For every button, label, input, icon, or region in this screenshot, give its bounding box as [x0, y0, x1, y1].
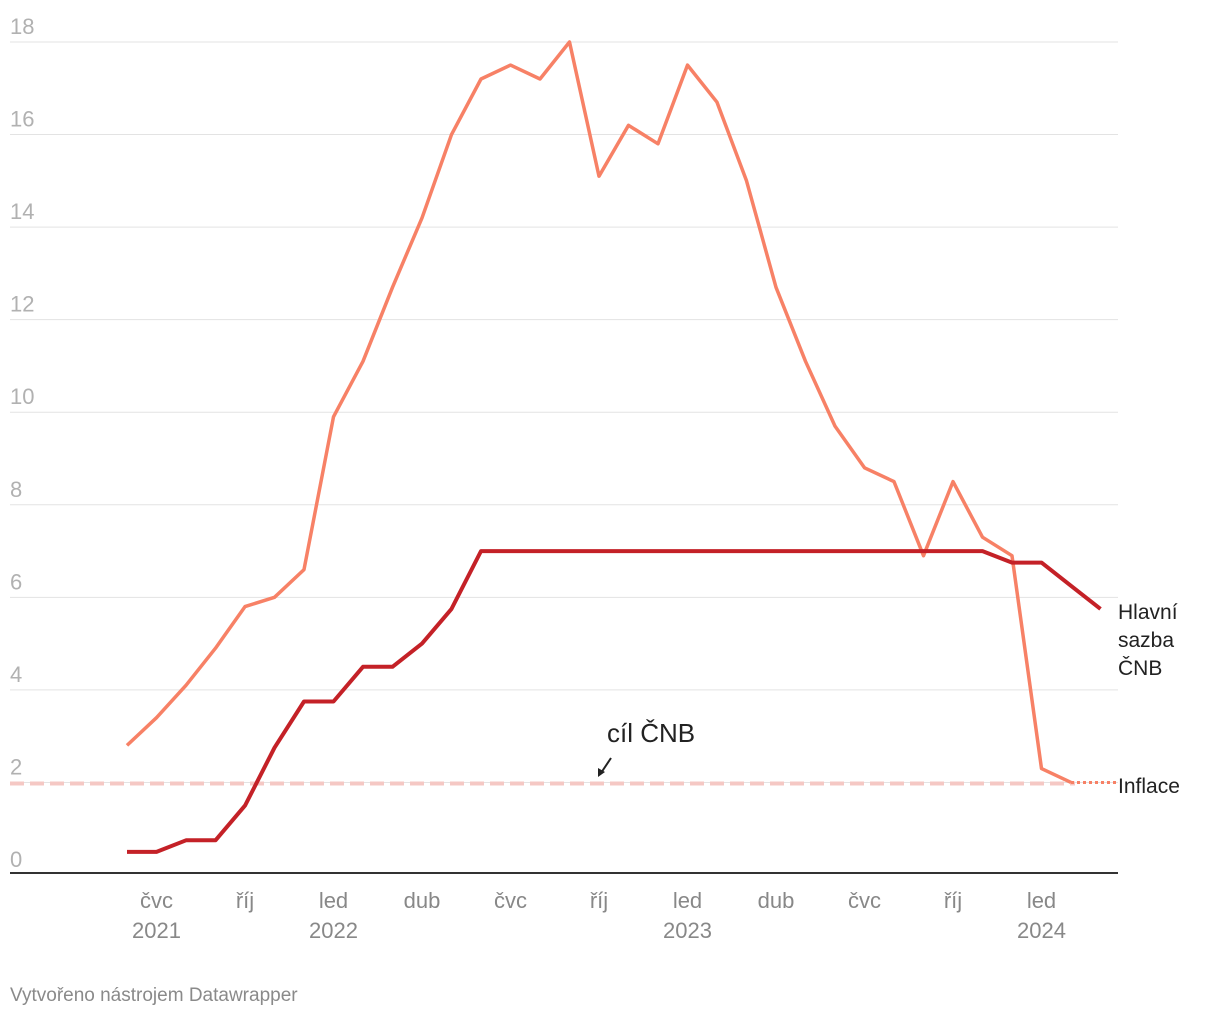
- y-tick-label-6: 6: [10, 569, 22, 594]
- y-tick-label-0: 0: [10, 847, 22, 872]
- line-chart: 0 2 4 6 8 10 12 14 16 18 cíl ČNB čvc 2021 říj led 202…: [10, 14, 1180, 943]
- target-label: cíl ČNB: [607, 718, 695, 748]
- x-axis: čvc 2021 říj led 2022 dub čvc říj led 2023 dub čvc ř…: [132, 888, 1066, 943]
- y-tick-label-8: 8: [10, 477, 22, 502]
- x-tick-year-0: 2021: [132, 918, 181, 943]
- y-tick-label-16: 16: [10, 107, 34, 132]
- y-tick-label-12: 12: [10, 292, 34, 317]
- y-axis: 0 2 4 6 8 10 12 14 16 18: [10, 14, 34, 872]
- x-tick-year-6: 2023: [663, 918, 712, 943]
- x-tick-month-0: čvc: [140, 888, 173, 913]
- x-tick-month-6: led: [673, 888, 702, 913]
- series-end-labels: Hlavní sazba ČNB Inflace: [1118, 601, 1180, 798]
- x-tick-month-1: říj: [236, 888, 254, 913]
- x-tick-month-2: led: [319, 888, 348, 913]
- x-tick-month-7: dub: [758, 888, 795, 913]
- inflation-end-label: Inflace: [1118, 775, 1180, 798]
- y-tick-label-14: 14: [10, 199, 34, 224]
- y-tick-label-10: 10: [10, 384, 34, 409]
- x-tick-month-5: říj: [590, 888, 608, 913]
- x-tick-month-4: čvc: [494, 888, 527, 913]
- grid: [10, 41, 1118, 783]
- x-tick-year-2: 2022: [309, 918, 358, 943]
- y-tick-label-2: 2: [10, 754, 22, 779]
- footer-credit: Vytvořeno nástrojem Datawrapper: [10, 985, 298, 1006]
- x-tick-month-3: dub: [404, 888, 441, 913]
- y-tick-label-4: 4: [10, 662, 22, 687]
- target-arrow-shaft: [600, 757, 612, 774]
- x-tick-month-10: led: [1027, 888, 1056, 913]
- y-tick-label-18: 18: [10, 14, 34, 39]
- x-tick-year-10: 2024: [1017, 918, 1066, 943]
- x-tick-month-8: čvc: [848, 888, 881, 913]
- rate-end-label-line-0: Hlavní: [1118, 601, 1178, 624]
- rate-end-label-line-1: sazba: [1118, 629, 1174, 652]
- rate-end-label-line-2: ČNB: [1118, 657, 1162, 680]
- x-tick-month-9: říj: [944, 888, 962, 913]
- series-line-0: [125, 40, 1072, 784]
- target-line-group: cíl ČNB: [10, 718, 1075, 786]
- target-arrow-head: [598, 768, 605, 777]
- series-lines: [125, 40, 1118, 854]
- series-line-1: [127, 549, 1102, 854]
